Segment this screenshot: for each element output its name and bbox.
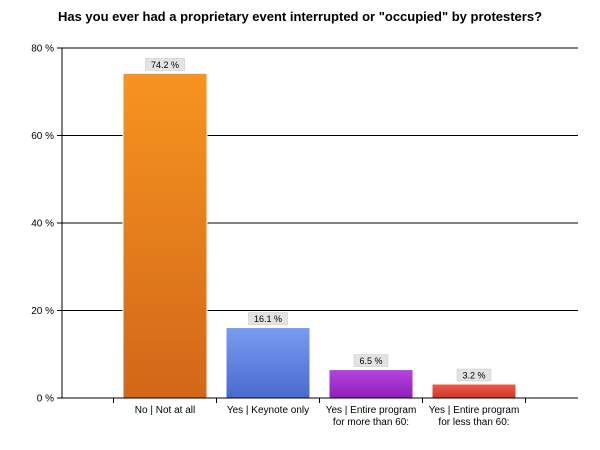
data-label-box <box>456 368 492 382</box>
bar <box>328 369 414 399</box>
data-label: 3.2 % <box>462 371 485 381</box>
data-label: 74.2 % <box>151 60 179 70</box>
data-label: 16.1 % <box>254 314 282 324</box>
data-label: 6.5 % <box>359 356 382 366</box>
data-label-box <box>248 312 288 325</box>
y-tick-label: 20 % <box>31 306 54 317</box>
y-tick-label: 80 % <box>31 44 54 55</box>
chart-title: Has you ever had a proprietary event int… <box>57 9 543 24</box>
x-tick-label: for more than 60: <box>333 417 409 428</box>
bar <box>431 383 517 399</box>
x-tick-label: Yes | Entire program <box>326 405 417 416</box>
bar <box>122 72 208 399</box>
y-tick-label: 40 % <box>31 219 54 230</box>
x-tick-label: Yes | Entire program <box>429 405 520 416</box>
y-tick-label: 0 % <box>37 394 54 405</box>
x-tick-label: Yes | Keynote only <box>227 405 309 416</box>
x-tick-label: No | Not at all <box>135 405 195 416</box>
data-label-box <box>353 354 389 367</box>
x-tick-label: for less than 60: <box>438 417 509 428</box>
y-tick-label: 60 % <box>31 131 54 142</box>
bar <box>225 327 311 399</box>
data-label-box <box>145 58 185 71</box>
